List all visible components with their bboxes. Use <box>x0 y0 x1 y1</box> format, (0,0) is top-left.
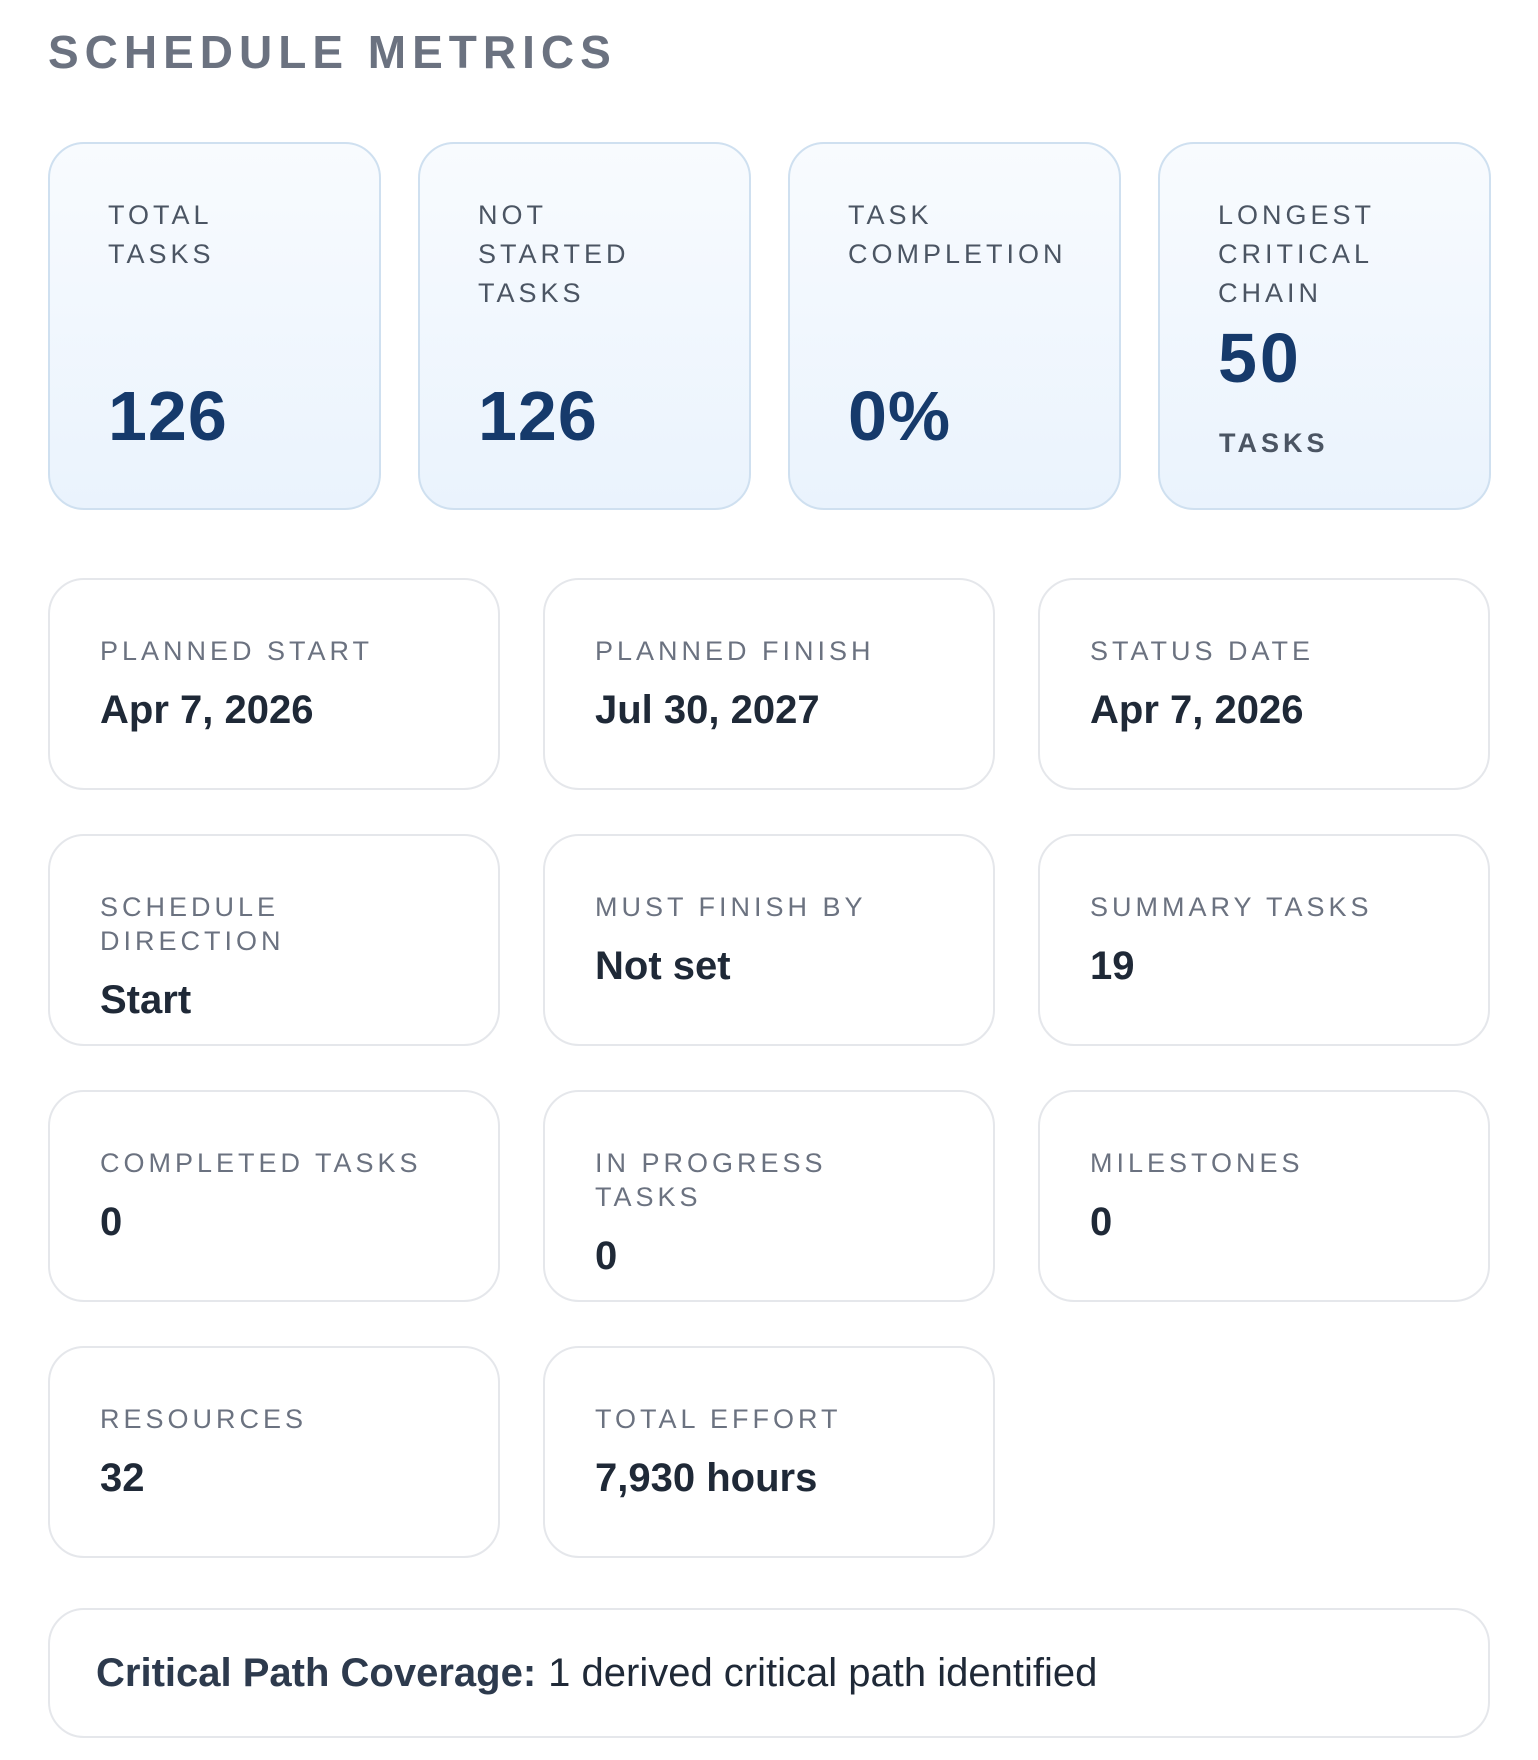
info-value: 0 <box>100 1200 123 1244</box>
info-label: TOTAL EFFORT <box>595 1404 842 1434</box>
info-label: PLANNED START <box>100 636 374 666</box>
info-card-planned-start: PLANNED START Apr 7, 2026 <box>48 578 500 790</box>
banner-label: Critical Path Coverage: <box>96 1650 537 1695</box>
info-card-must-finish-by: MUST FINISH BY Not set <box>543 834 995 1046</box>
info-label: IN PROGRESS TASKS <box>595 1148 827 1212</box>
info-card-completed-tasks: COMPLETED TASKS 0 <box>48 1090 500 1302</box>
info-card-resources: RESOURCES 32 <box>48 1346 500 1558</box>
critical-path-banner: Critical Path Coverage: 1 derived critic… <box>48 1608 1490 1738</box>
info-card-summary-tasks: SUMMARY TASKS 19 <box>1038 834 1490 1046</box>
kpi-value: 126 <box>478 377 598 455</box>
info-value: Jul 30, 2027 <box>595 688 820 732</box>
kpi-label: NOT STARTED TASKS <box>478 200 630 308</box>
info-value: Apr 7, 2026 <box>1090 688 1304 732</box>
info-value: Not set <box>595 944 731 988</box>
kpi-card-task-completion: TASK COMPLETION 0% <box>788 142 1121 510</box>
section-title: SCHEDULE METRICS <box>48 26 617 78</box>
kpi-label: TOTAL TASKS <box>108 200 215 269</box>
info-value: 32 <box>100 1456 145 1500</box>
info-value: 0 <box>1090 1200 1113 1244</box>
info-label: SCHEDULE DIRECTION <box>100 892 285 956</box>
info-card-milestones: MILESTONES 0 <box>1038 1090 1490 1302</box>
info-label: RESOURCES <box>100 1404 308 1434</box>
info-label: MILESTONES <box>1090 1148 1304 1178</box>
info-label: COMPLETED TASKS <box>100 1148 422 1178</box>
info-card-in-progress-tasks: IN PROGRESS TASKS 0 <box>543 1090 995 1302</box>
banner-text: 1 derived critical path identified <box>548 1650 1098 1695</box>
info-value: 19 <box>1090 944 1135 988</box>
info-label: PLANNED FINISH <box>595 636 875 666</box>
info-value: 0 <box>595 1234 618 1278</box>
kpi-unit: TASKS <box>1219 428 1329 458</box>
info-card-status-date: STATUS DATE Apr 7, 2026 <box>1038 578 1490 790</box>
kpi-row: TOTAL TASKS 126 NOT STARTED TASKS 126 TA… <box>48 142 1491 510</box>
kpi-label: TASK COMPLETION <box>848 200 1067 269</box>
info-label: MUST FINISH BY <box>595 892 867 922</box>
info-card-schedule-direction: SCHEDULE DIRECTION Start <box>48 834 500 1046</box>
info-label: STATUS DATE <box>1090 636 1315 666</box>
kpi-card-not-started: NOT STARTED TASKS 126 <box>418 142 751 510</box>
kpi-card-longest-critical-chain: LONGEST CRITICAL CHAIN 50 TASKS <box>1158 142 1491 510</box>
kpi-value: 126 <box>108 377 228 455</box>
info-card-total-effort: TOTAL EFFORT 7,930 hours <box>543 1346 995 1558</box>
info-card-planned-finish: PLANNED FINISH Jul 30, 2027 <box>543 578 995 790</box>
info-grid: PLANNED START Apr 7, 2026 PLANNED FINISH… <box>48 578 1490 1558</box>
info-value: Apr 7, 2026 <box>100 688 314 732</box>
info-label: SUMMARY TASKS <box>1090 892 1373 922</box>
kpi-card-total-tasks: TOTAL TASKS 126 <box>48 142 381 510</box>
kpi-value: 50 <box>1218 319 1302 397</box>
kpi-value: 0% <box>848 377 952 455</box>
info-value: 7,930 hours <box>595 1456 818 1500</box>
kpi-label: LONGEST CRITICAL CHAIN <box>1218 200 1375 308</box>
info-value: Start <box>100 978 192 1022</box>
